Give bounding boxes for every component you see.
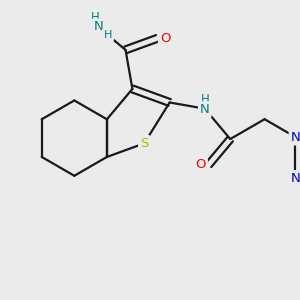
Text: N: N: [291, 130, 300, 144]
Text: O: O: [160, 32, 170, 45]
Text: H: H: [104, 30, 112, 40]
Text: N: N: [291, 172, 300, 185]
Text: N: N: [200, 103, 210, 116]
Text: N: N: [93, 20, 103, 34]
Text: S: S: [140, 137, 148, 150]
Text: O: O: [195, 158, 206, 171]
Text: H: H: [200, 93, 209, 106]
Text: H: H: [91, 11, 100, 23]
